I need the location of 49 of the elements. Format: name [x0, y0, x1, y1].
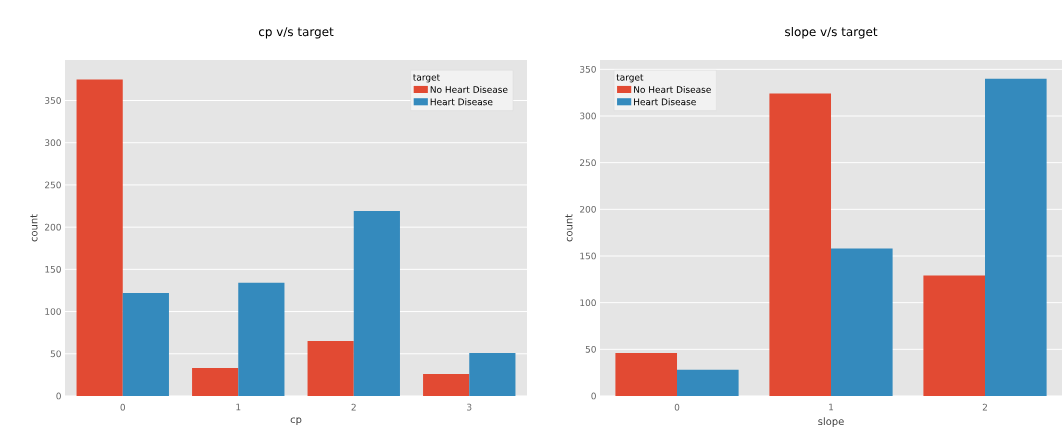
x-tick-label: 0 [674, 403, 680, 411]
bar [769, 93, 832, 396]
bar [831, 248, 893, 396]
bar [192, 368, 239, 396]
y-tick-label: 300 [45, 139, 61, 147]
y-tick-label: 0 [591, 392, 596, 400]
y-tick-label: 350 [580, 65, 596, 73]
bar [615, 353, 678, 396]
legend-label: Heart Disease [634, 98, 696, 106]
y-tick-label: 250 [580, 159, 596, 167]
legend-title: target [616, 74, 644, 83]
bar [985, 78, 1047, 396]
bar [923, 275, 986, 396]
x-axis-title: slope [818, 417, 844, 428]
bar [423, 374, 470, 396]
bar [307, 341, 354, 396]
legend-title: target [413, 74, 440, 83]
y-axis-title: count [30, 214, 38, 242]
bar [469, 352, 516, 396]
chart-title: slope v/s target [785, 26, 878, 39]
bar [122, 292, 169, 396]
y-tick-label: 50 [50, 350, 61, 358]
chart-title: cp v/s target [258, 27, 334, 39]
x-tick-label: 0 [120, 403, 126, 411]
legend-label: No Heart Disease [634, 86, 711, 93]
x-tick-label: 1 [236, 403, 241, 411]
x-tick-label: 2 [982, 403, 987, 411]
y-axis-title: count [565, 214, 573, 242]
bar [76, 79, 123, 396]
y-tick-label: 150 [580, 252, 596, 260]
y-tick-label: 0 [56, 392, 61, 400]
y-tick-label: 200 [580, 205, 596, 213]
legend-label: No Heart Disease [430, 86, 508, 93]
y-tick-label: 150 [45, 265, 61, 273]
x-axis-title: cp [290, 417, 302, 426]
x-tick-label: 2 [351, 403, 356, 411]
bar [238, 282, 285, 396]
y-tick-label: 100 [45, 308, 61, 315]
x-tick-label: 1 [829, 403, 834, 411]
x-tick-label: 3 [467, 403, 472, 411]
legend-label: Heart Disease [430, 98, 493, 106]
y-tick-label: 50 [585, 345, 596, 353]
bar [353, 211, 400, 396]
y-tick-label: 350 [45, 97, 61, 104]
y-tick-label: 250 [45, 181, 61, 189]
y-tick-label: 200 [45, 223, 61, 231]
y-tick-label: 300 [580, 112, 596, 120]
y-tick-label: 100 [580, 299, 596, 307]
bar [677, 369, 739, 396]
